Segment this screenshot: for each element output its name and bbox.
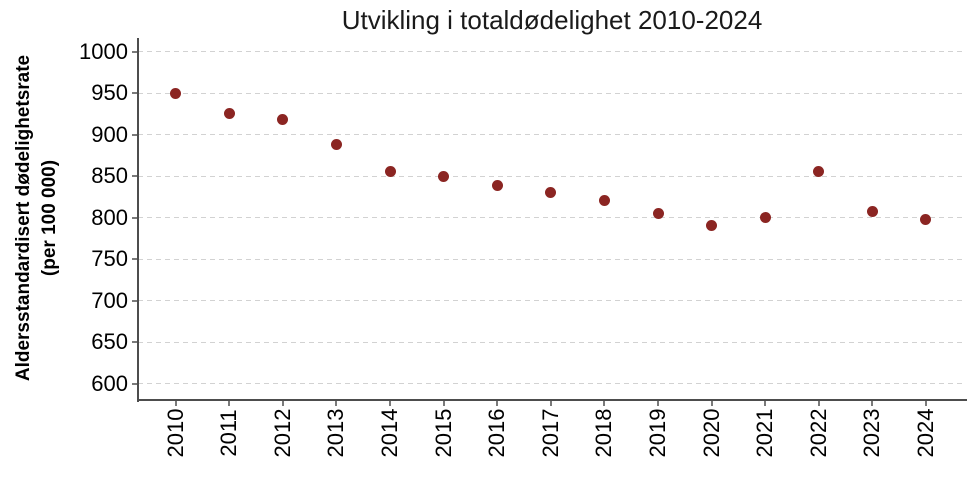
y-axis-tick-850 [132,175,137,177]
gridline-1000 [138,51,966,52]
data-point-2019 [652,207,664,219]
y-axis-tick-600 [132,382,137,385]
x-axis-tick-2013 [335,401,338,406]
x-axis-tick-2024 [924,401,927,406]
y-axis-label-line1: Aldersstandardisert dødelighetsrate [13,54,34,382]
x-axis-tick-2019 [657,401,659,406]
data-point-2023 [866,206,878,218]
x-tick-label-2017: 2017 [537,408,563,458]
y-axis-tick-800 [132,216,137,219]
y-tick-label-650: 650 [91,329,128,354]
x-tick-label-2022: 2022 [805,408,831,458]
gridline-850 [138,175,966,177]
x-axis-tick-2014 [389,401,392,406]
data-point-2018 [598,195,610,207]
x-axis-line [137,399,967,401]
y-axis-tick-1000 [132,50,137,53]
y-tick-label-900: 900 [91,121,128,147]
data-point-2010 [170,87,182,99]
x-axis-tick-2023 [871,401,874,406]
x-tick-label-2018: 2018 [591,408,617,458]
data-point-2022 [813,166,825,178]
x-axis-tick-2012 [281,401,284,406]
data-point-2014 [384,165,396,177]
x-axis-tick-2016 [496,401,499,406]
x-tick-label-2024: 2024 [912,408,938,458]
x-tick-label-2016: 2016 [484,408,510,458]
y-axis-line [137,38,139,402]
y-axis-tick-900 [132,133,137,136]
data-point-2012 [277,114,289,126]
data-point-2021 [759,212,771,223]
x-tick-label-2021: 2021 [752,408,778,458]
x-tick-label-2012: 2012 [269,408,295,458]
y-axis-tick-950 [132,92,137,94]
y-tick-label-1000: 1000 [79,38,128,64]
x-tick-label-2019: 2019 [645,408,670,458]
gridline-650 [138,341,966,343]
x-tick-label-2020: 2020 [698,408,724,458]
y-axis-tick-750 [132,258,137,260]
x-tick-label-2015: 2015 [430,408,456,458]
gridline-700 [138,300,966,301]
y-axis-tick-700 [132,299,137,302]
data-point-2017 [545,187,557,199]
data-point-2024 [920,214,932,226]
y-axis-tick-650 [132,341,137,343]
data-point-2011 [223,108,235,120]
x-axis-tick-2010 [174,401,177,406]
data-point-2020 [706,220,718,232]
x-axis-tick-2020 [710,401,713,406]
y-tick-label-800: 800 [91,204,128,230]
x-tick-label-2014: 2014 [377,408,403,458]
data-point-2015 [438,171,450,183]
x-axis-tick-2011 [228,401,231,406]
x-axis-tick-2017 [549,401,552,406]
gridline-900 [138,134,966,135]
x-axis-tick-2022 [817,401,820,406]
gridline-750 [138,258,966,260]
y-tick-label-950: 950 [91,80,128,105]
x-tick-label-2011: 2011 [216,409,242,457]
y-tick-label-600: 600 [91,370,128,396]
x-axis-tick-2018 [603,401,606,406]
y-tick-label-700: 700 [91,287,128,313]
data-point-2016 [491,179,503,191]
x-axis-tick-2015 [442,401,445,406]
chart-title: Utvikling i totaldødelighet 2010-2024 [341,5,763,35]
x-tick-label-2013: 2013 [323,408,349,458]
gridline-600 [138,383,966,384]
x-axis-tick-2021 [764,401,767,406]
x-tick-label-2010: 2010 [162,408,188,458]
y-tick-label-850: 850 [91,163,128,188]
gridline-800 [138,217,966,218]
x-tick-label-2023: 2023 [859,408,885,458]
y-tick-label-750: 750 [91,246,128,271]
gridline-950 [138,92,966,94]
data-point-2013 [330,138,342,150]
